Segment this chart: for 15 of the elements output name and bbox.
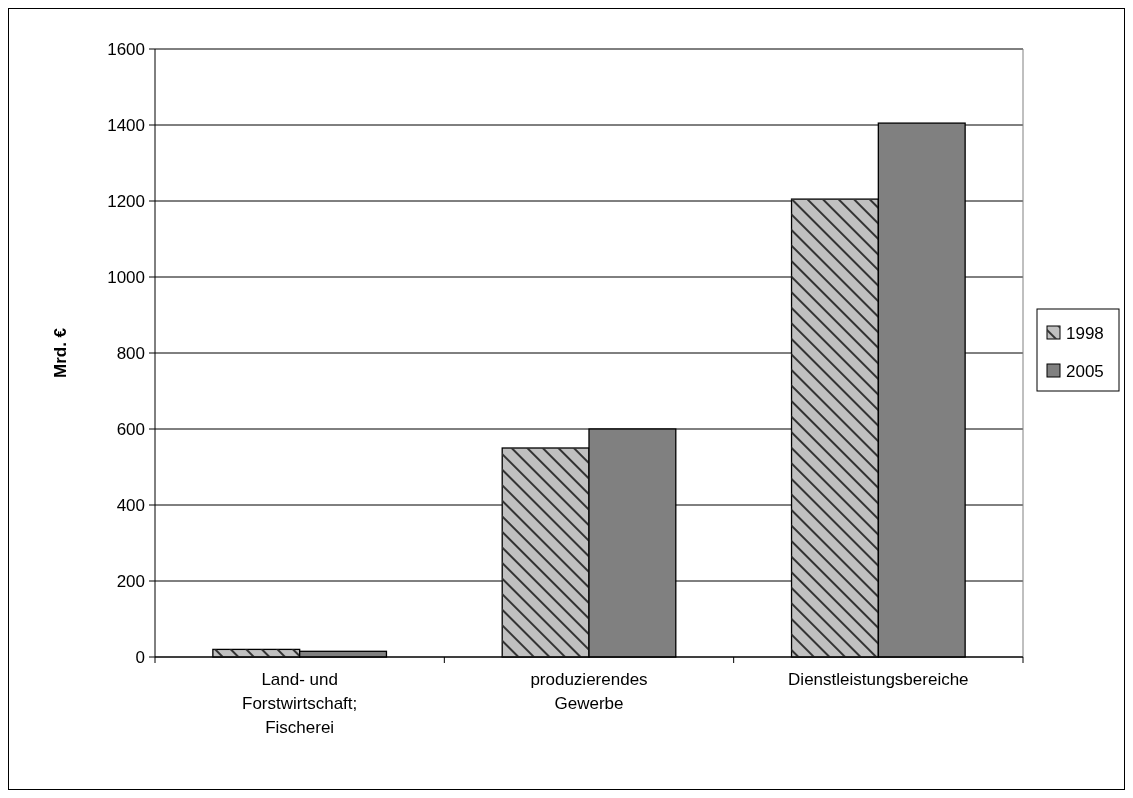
- y-tick-label: 1000: [107, 267, 145, 287]
- y-tick-label: 600: [116, 419, 145, 439]
- y-axis-title: Mrd. €: [51, 327, 70, 379]
- y-tick-label: 800: [116, 343, 145, 363]
- x-tick-label: produzierendes Gewerbe: [530, 670, 648, 713]
- legend-label: 2005: [1066, 361, 1104, 381]
- x-tick-label: Dienstleistungsbereiche: [788, 670, 969, 689]
- legend-label: 1998: [1066, 323, 1104, 343]
- y-tick-label: 1200: [107, 191, 145, 211]
- y-tick-label: 1400: [107, 115, 145, 135]
- y-tick-label: 400: [116, 495, 145, 515]
- y-tick-label: 0: [135, 647, 145, 667]
- y-tick-label: 200: [116, 571, 145, 591]
- x-tick-label: Land- und Forstwirtschaft; Fischerei: [242, 670, 358, 737]
- y-tick-label: 1600: [107, 39, 145, 59]
